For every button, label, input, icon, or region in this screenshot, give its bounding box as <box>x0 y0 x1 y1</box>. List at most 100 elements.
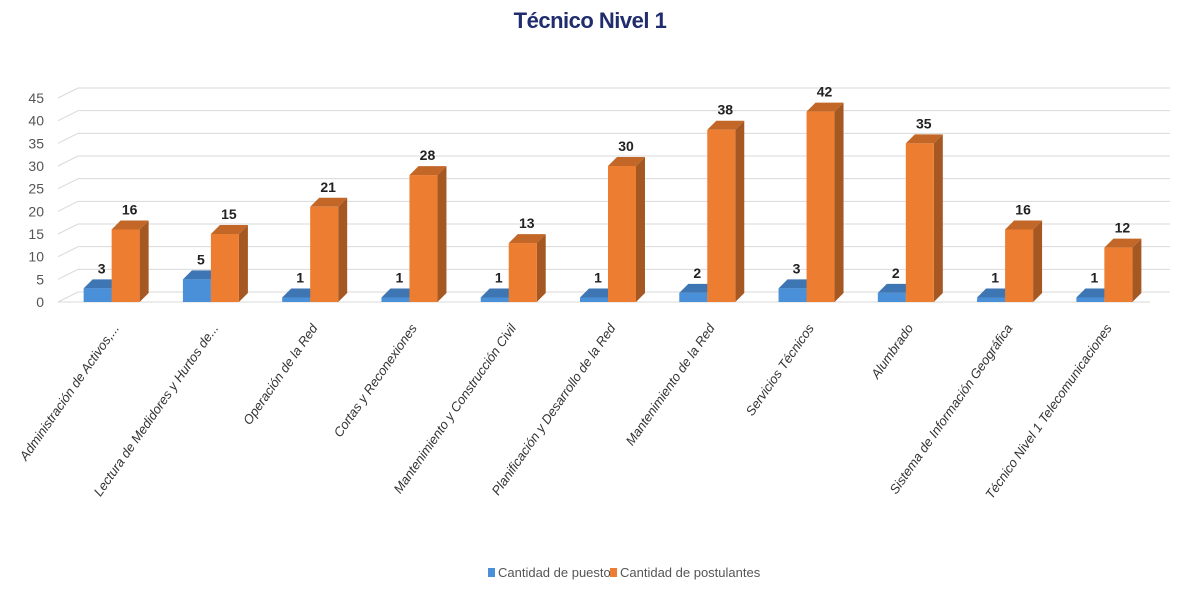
data-label: 16 <box>122 201 138 217</box>
data-label: 1 <box>991 269 999 285</box>
gridline-depth <box>57 87 79 99</box>
data-label: 15 <box>221 206 237 222</box>
category-label: Servicios Técnicos <box>743 321 818 419</box>
category-label: Cortas y Reconexiones <box>331 321 421 440</box>
bar-top <box>679 283 717 293</box>
bar-top <box>508 234 546 244</box>
data-label: 35 <box>916 115 932 131</box>
bar-top <box>1076 288 1114 298</box>
category-label: Planificación y Desarrollo de la Red <box>488 320 618 497</box>
gridline-depth <box>57 132 79 144</box>
data-label: 3 <box>98 260 106 276</box>
bar-postulantes <box>310 206 339 302</box>
data-label: 28 <box>420 147 436 163</box>
bar-side <box>735 120 745 302</box>
bar-side <box>536 234 546 302</box>
category-label: Operación de la Red <box>240 320 321 427</box>
bar-puestos <box>977 297 1006 302</box>
category-label: Mantenimiento de la Red <box>623 320 719 448</box>
category-label: Lectura de Medidores y Hurtos de... <box>91 321 222 499</box>
y-tick-label: 5 <box>36 271 44 287</box>
data-label: 13 <box>519 215 535 231</box>
gridline-depth <box>57 246 79 258</box>
bar-puestos <box>480 297 509 302</box>
bar-side <box>238 225 248 302</box>
data-label: 2 <box>892 265 900 281</box>
bar-side <box>1033 220 1043 302</box>
category-label: Sistema de Información Geográfica <box>886 321 1015 497</box>
bar-top <box>210 225 248 234</box>
bar-side <box>338 197 348 302</box>
y-tick-label: 30 <box>28 158 44 174</box>
data-label: 3 <box>793 260 801 276</box>
y-tick-label: 25 <box>28 181 44 197</box>
bar-postulantes <box>508 243 537 302</box>
bar-top <box>877 283 915 293</box>
bar-side <box>437 166 447 302</box>
bar-puestos <box>580 297 608 302</box>
bar-side <box>933 134 943 302</box>
chart-title: Técnico Nivel 1 <box>513 8 667 33</box>
bar-top <box>1005 220 1043 230</box>
bar-top <box>806 102 844 112</box>
bar-side <box>636 157 645 302</box>
data-label: 16 <box>1015 201 1031 217</box>
bar-postulantes <box>409 175 438 302</box>
y-tick-label: 35 <box>28 135 44 151</box>
bar-side <box>834 102 844 302</box>
bar-postulantes <box>806 111 835 302</box>
bar-top <box>608 157 645 166</box>
category-label: Administración de Activos,... <box>16 321 122 464</box>
bar-puestos <box>282 297 311 302</box>
gridline-depth <box>57 110 79 122</box>
bar-puestos <box>1076 297 1105 302</box>
bar-postulantes <box>707 129 736 302</box>
legend-swatch <box>488 568 495 577</box>
bar-postulantes <box>111 229 140 302</box>
legend-swatch <box>610 568 617 577</box>
bar-top <box>977 288 1015 298</box>
legend-label: Cantidad de puestos <box>498 565 618 580</box>
bar-top <box>1104 238 1142 248</box>
bar-top <box>83 279 121 289</box>
bar-top <box>409 166 447 176</box>
bar-puestos <box>679 292 708 302</box>
data-label: 12 <box>1115 220 1131 236</box>
data-label: 1 <box>1090 269 1098 285</box>
bar-top <box>381 288 419 298</box>
gridline-depth <box>57 268 79 280</box>
data-label: 1 <box>594 269 602 285</box>
y-tick-label: 0 <box>36 294 44 310</box>
bar-postulantes <box>905 143 934 302</box>
bar-top <box>310 197 348 207</box>
y-tick-label: 45 <box>28 90 44 106</box>
bar-top <box>905 134 943 144</box>
gridline-depth <box>57 155 79 167</box>
bar-top <box>707 120 745 130</box>
y-tick-label: 10 <box>28 249 44 265</box>
category-label: Mantenimiento y Construcción Civil <box>390 320 519 496</box>
bar-top <box>111 220 149 230</box>
y-tick-label: 15 <box>28 226 44 242</box>
bar-puestos <box>182 279 211 302</box>
bar-puestos <box>83 288 112 302</box>
gridline-depth <box>57 178 79 190</box>
bar-puestos <box>381 297 410 302</box>
bar-side <box>1132 238 1142 302</box>
category-label: Alumbrado <box>867 321 916 382</box>
data-label: 21 <box>320 179 336 195</box>
data-label: 2 <box>693 265 701 281</box>
bar-postulantes <box>608 166 636 302</box>
data-label: 1 <box>396 269 404 285</box>
data-label: 30 <box>618 138 634 154</box>
bar-top <box>480 288 518 298</box>
y-tick-label: 20 <box>28 203 44 219</box>
bar-top <box>182 270 220 280</box>
bar-top <box>580 288 617 298</box>
bar-puestos <box>778 288 807 302</box>
data-label: 38 <box>717 102 733 118</box>
bar-puestos <box>877 292 906 302</box>
bar-postulantes <box>210 234 239 302</box>
